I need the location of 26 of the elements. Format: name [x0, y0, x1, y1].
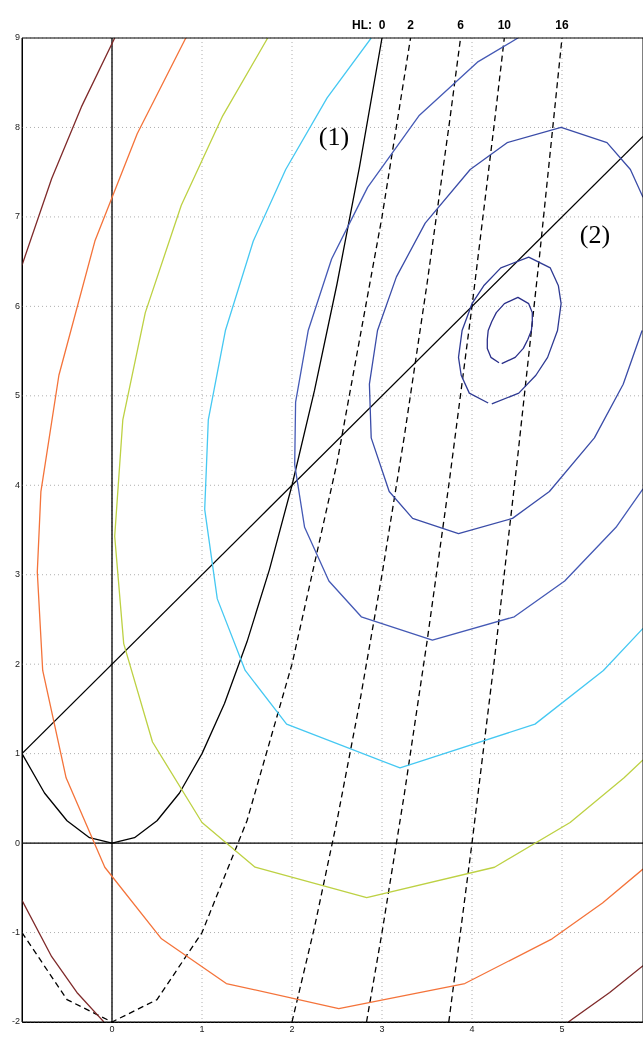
annotation: 2 — [407, 18, 415, 33]
y-tick-label: 7 — [14, 211, 20, 222]
text: HL: — [352, 18, 372, 33]
annotation: 0 — [378, 18, 386, 33]
series-label: (1) — [318, 121, 350, 151]
x-tick-label: 5 — [559, 1023, 565, 1034]
y-tick-label: 2 — [14, 658, 20, 669]
annotation: 10 — [497, 18, 512, 33]
x-tick-label: 3 — [379, 1023, 385, 1034]
y-tick-label: 4 — [14, 479, 20, 490]
x-tick-label: 0 — [109, 1023, 115, 1034]
annotation: 6 — [457, 18, 465, 33]
annotation: 16 — [555, 18, 569, 33]
x-tick-label: 2 — [289, 1023, 295, 1034]
x-tick-label: 4 — [469, 1023, 475, 1034]
y-tick-label: 9 — [14, 32, 20, 43]
y-tick-label: 6 — [14, 300, 20, 311]
series-label: (2) — [579, 220, 611, 250]
y-tick-label: 1 — [14, 748, 20, 759]
y-tick-label: 5 — [14, 390, 20, 401]
y-tick-label: 3 — [14, 569, 20, 580]
y-tick-label: 0 — [14, 837, 20, 848]
x-tick-label: 1 — [199, 1023, 205, 1034]
y-tick-label: -2 — [11, 1016, 20, 1027]
y-tick-label: -1 — [11, 927, 20, 938]
y-tick-label: 8 — [14, 121, 20, 132]
